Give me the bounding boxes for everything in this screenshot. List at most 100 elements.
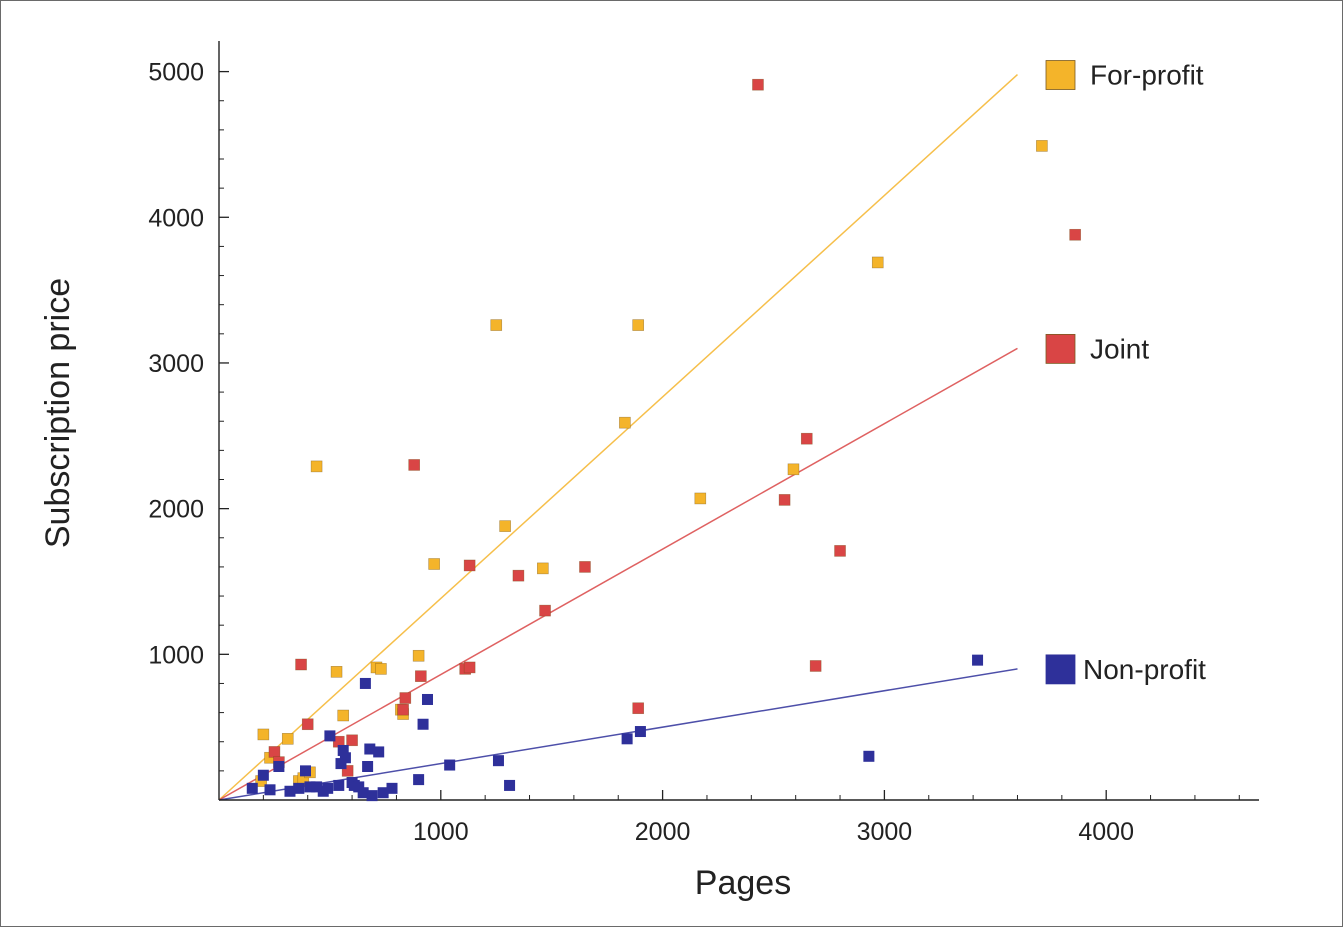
data-point-non-profit [444, 759, 456, 771]
data-point-joint [579, 561, 591, 573]
data-point-for-profit [310, 460, 323, 473]
y-tick-label: 5000 [148, 59, 204, 87]
legend-swatch-non-profit [1045, 654, 1076, 685]
data-point-non-profit [304, 781, 316, 793]
data-point-non-profit [324, 730, 336, 742]
data-point-joint [268, 746, 281, 758]
data-point-non-profit [273, 760, 285, 772]
data-point-joint [512, 569, 525, 582]
data-point-for-profit [412, 649, 425, 662]
data-point-non-profit [284, 785, 296, 797]
data-point-non-profit [246, 782, 258, 794]
data-point-joint [463, 559, 476, 572]
x-tick-label: 1000 [413, 818, 469, 846]
data-point-non-profit [634, 726, 646, 738]
data-point-for-profit [428, 558, 440, 570]
data-point-for-profit [694, 492, 707, 505]
data-point-non-profit [492, 755, 504, 767]
data-point-for-profit [490, 319, 503, 331]
data-point-joint [539, 604, 551, 617]
data-point-for-profit [871, 256, 884, 269]
data-point-non-profit [311, 781, 323, 793]
data-point-joint [632, 702, 645, 715]
data-point-joint [800, 432, 813, 445]
y-tick-label: 3000 [148, 350, 204, 378]
data-point-non-profit [335, 758, 347, 770]
data-point-joint [397, 703, 409, 716]
legend-item-non-profit: Non-profit [1045, 654, 1206, 685]
data-point-non-profit [322, 782, 334, 794]
data-point-joint [301, 718, 314, 731]
data-point-non-profit [972, 654, 984, 666]
data-point-for-profit [257, 728, 270, 741]
data-point-joint [415, 670, 427, 682]
data-point-non-profit [359, 677, 371, 689]
data-point-for-profit [337, 709, 350, 722]
data-point-non-profit [357, 787, 369, 799]
data-point-for-profit [499, 520, 511, 532]
data-point-joint [399, 692, 412, 704]
data-point-non-profit [377, 787, 389, 799]
data-point-for-profit [281, 733, 294, 745]
data-point-non-profit [373, 746, 385, 758]
data-point-non-profit [264, 784, 276, 796]
data-point-non-profit [300, 765, 312, 777]
data-point-joint [463, 661, 476, 674]
data-point-non-profit [362, 760, 374, 772]
x-tick-label: 2000 [635, 818, 691, 846]
data-point-joint [778, 494, 791, 506]
fit-line-joint [218, 347, 1018, 801]
axes: 1000 2000 3000 4000 1000 2000 3000 4000 5000 [148, 41, 1259, 846]
data-point-for-profit [632, 319, 645, 331]
data-point-non-profit [364, 743, 376, 755]
legend-label-joint: Joint [1090, 333, 1149, 364]
x-tick-label: 3000 [857, 818, 913, 846]
legend-item-joint: Joint [1045, 333, 1149, 364]
y-tick-label: 4000 [148, 204, 204, 232]
data-point-joint [341, 765, 354, 777]
data-point-non-profit [417, 718, 429, 730]
data-points [246, 78, 1081, 802]
y-tick-label: 1000 [148, 641, 204, 669]
data-point-non-profit [293, 782, 305, 794]
data-point-joint [1069, 228, 1081, 241]
fit-lines [218, 73, 1018, 801]
data-point-joint [408, 459, 420, 471]
data-point-for-profit [1036, 140, 1048, 152]
legend-item-for-profit: For-profit [1045, 60, 1204, 91]
legend-label-for-profit: For-profit [1090, 60, 1204, 91]
y-tick-label: 2000 [148, 496, 204, 524]
data-point-joint [834, 545, 846, 557]
data-point-non-profit [863, 750, 875, 762]
x-tick-label: 4000 [1078, 818, 1134, 846]
data-point-non-profit [337, 744, 349, 756]
data-point-non-profit [257, 769, 269, 781]
data-point-non-profit [386, 782, 398, 794]
y-axis-title: Subscription price [39, 278, 77, 548]
data-point-non-profit [504, 779, 516, 791]
data-point-joint [809, 660, 822, 672]
data-point-joint [346, 734, 358, 747]
x-axis-title: Pages [695, 864, 791, 902]
data-point-non-profit [333, 779, 345, 791]
data-point-for-profit [537, 562, 549, 575]
data-point-non-profit [621, 733, 633, 745]
data-point-non-profit [413, 774, 425, 786]
data-point-non-profit [353, 781, 365, 793]
data-point-for-profit [787, 463, 800, 476]
data-point-for-profit [619, 416, 631, 429]
data-point-for-profit [375, 663, 387, 675]
data-point-joint [752, 78, 764, 91]
legend-swatch-for-profit [1045, 60, 1076, 90]
data-point-for-profit [330, 666, 343, 678]
fit-line-for-profit [218, 73, 1018, 801]
legend-swatch-joint [1045, 333, 1076, 364]
data-point-non-profit [366, 790, 378, 802]
legend: For-profit Joint Non-profit [1045, 60, 1206, 685]
data-point-joint [295, 658, 307, 671]
data-point-non-profit [421, 693, 433, 705]
data-point-non-profit [339, 752, 351, 764]
legend-label-non-profit: Non-profit [1083, 654, 1206, 685]
